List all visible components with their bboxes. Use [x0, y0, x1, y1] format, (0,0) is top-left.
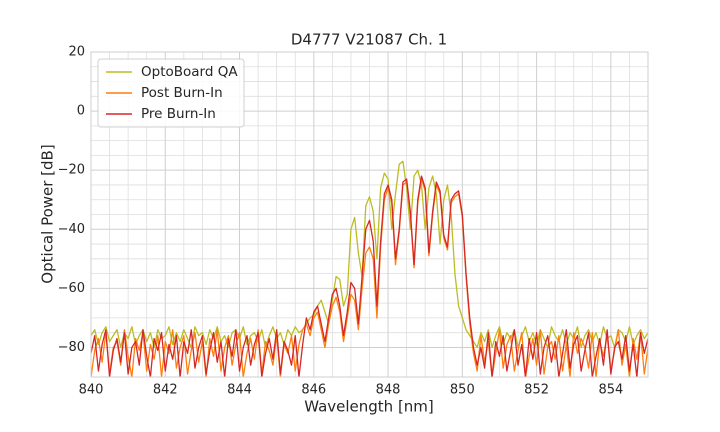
legend: OptoBoard QA Post Burn-In Pre Burn-In [97, 58, 245, 128]
y-tick-label: 0 [77, 104, 85, 119]
legend-box [97, 58, 245, 128]
x-tick-label: 840 [79, 383, 104, 398]
chart-title: D4777 V21087 Ch. 1 [291, 31, 447, 49]
y-axis-label: Optical Power [dB] [39, 144, 57, 283]
x-tick-label: 842 [153, 383, 178, 398]
y-tick-label: −80 [58, 340, 85, 355]
y-tick-label: −60 [58, 281, 85, 296]
series-line [91, 175, 648, 377]
y-tick-label: 20 [68, 45, 85, 60]
x-tick-label: 846 [301, 383, 326, 398]
series-line [91, 178, 648, 377]
legend-label: Pre Burn-In [141, 106, 216, 122]
x-tick-label: 848 [376, 383, 401, 398]
x-axis-label: Wavelength [nm] [304, 398, 434, 416]
x-tick-label: 844 [227, 383, 252, 398]
series-line [91, 160, 648, 349]
plot-frame [90, 51, 649, 378]
y-tick-label: −40 [58, 222, 85, 237]
x-tick-label: 854 [598, 383, 623, 398]
y-tick-label: −20 [58, 163, 85, 178]
x-tick-label: 852 [524, 383, 549, 398]
x-tick-label: 850 [450, 383, 475, 398]
legend-label: Post Burn-In [141, 85, 223, 101]
legend-label: OptoBoard QA [141, 64, 238, 80]
plot-lines [91, 160, 648, 377]
ticks: 840 842 844 846 848 850 852 854 −80 −60 −40 −20 0 20 [58, 45, 624, 398]
